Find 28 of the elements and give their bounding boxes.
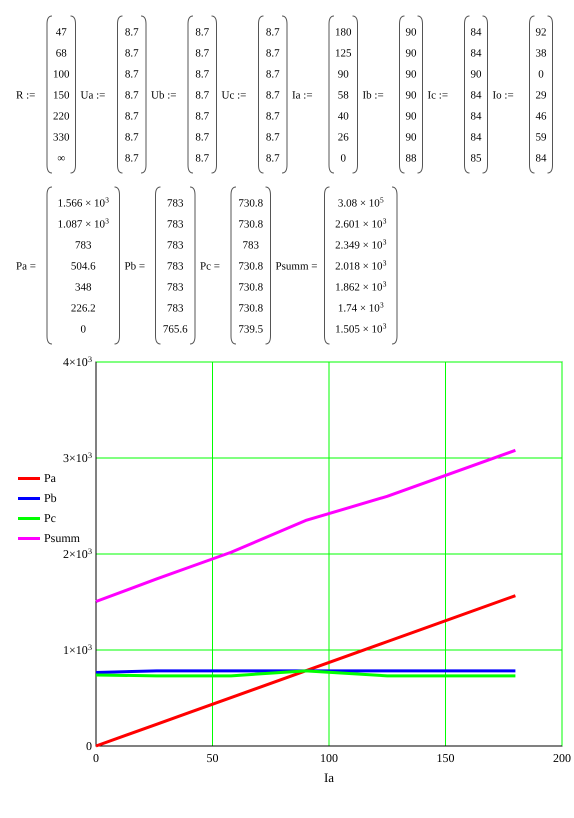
text: Ic := 84 84 90 84 84 84 85 (428, 26, 482, 164)
text: Ua := 8.7 8.7 8.7 8.7 8.7 8.7 8.7 (80, 26, 139, 164)
y-tick-label: 4×10$^{3}$ (63, 354, 92, 369)
y-tick-label: 3×10$^{3}$ (63, 450, 92, 465)
text: R := 47 68 100 150 220 330 ∞ (16, 26, 70, 164)
y-tick-label: 0 (86, 739, 92, 753)
x-tick-label: 150 (436, 751, 454, 765)
text: Uc := 8.7 8.7 8.7 8.7 8.7 8.7 8.7 (222, 26, 280, 164)
line-series (94, 594, 517, 748)
x-axis-title: Ia (324, 770, 334, 785)
text: Ub := 8.7 8.7 8.7 8.7 8.7 8.7 8.7 (151, 26, 210, 164)
text: Psumm = 3.08 × 10$^{5}$ 2.601 × 10$^{3}$ 2.349 × 10$^{3}$ 2.018 × 10$^{3}$ 1.862 × 10$^{3}$ 1.74 × 10$^{3}$ 1.505 × 10$^{3}$ (276, 195, 386, 336)
x-tick-label: 200 (553, 751, 571, 765)
x-tick-label: 50 (206, 751, 218, 765)
legend-label: Pc (44, 511, 56, 525)
text: Ib := 90 90 90 90 90 90 88 (362, 26, 416, 164)
legend-label: Pb (44, 491, 57, 505)
line-series (94, 448, 517, 604)
text: Pc = 730.8 730.8 783 730.8 730.8 730.8 739.5 (200, 198, 264, 336)
y-tick-label: 1×10$^{3}$ (63, 642, 92, 657)
text: Pb = 783 783 783 783 783 783 765.6 (124, 198, 188, 336)
text: Pa = 1.566 × 10$^{3}$ 1.087 × 10$^{3}$ 783 504.6 348 226.2 0 (16, 195, 109, 336)
legend-label: Psumm (44, 531, 81, 545)
text: Io := 92 38 0 29 46 59 84 (492, 26, 546, 164)
text: Ia := 180 125 90 58 40 26 0 (292, 26, 352, 164)
legend-label: Pa (44, 471, 57, 485)
y-tick-label: 2×10$^{3}$ (63, 546, 92, 561)
x-tick-label: 100 (320, 751, 338, 765)
